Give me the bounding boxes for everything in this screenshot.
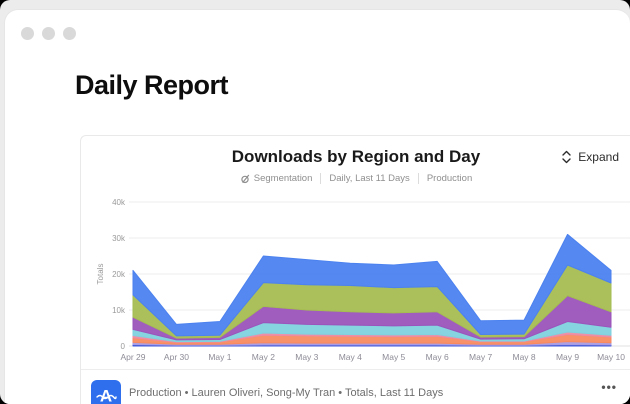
svg-text:May 4: May 4 [339,352,362,362]
window-control-dot[interactable] [63,27,76,40]
window-controls [21,27,76,40]
more-options-button[interactable]: ••• [601,380,617,394]
svg-text:May 6: May 6 [426,352,449,362]
meta-environment-label: Production [426,173,473,184]
meta-environment: Production [417,173,480,184]
svg-text:May 8: May 8 [513,352,536,362]
chart-meta-row: Segmentation Daily, Last 11 Days Product… [81,173,630,184]
svg-text:May 1: May 1 [208,352,231,362]
meta-date-range-label: Daily, Last 11 Days [329,173,410,184]
page-title: Daily Report [75,70,229,100]
svg-text:Apr 29: Apr 29 [120,352,145,362]
svg-text:May 5: May 5 [382,352,405,362]
svg-text:May 10: May 10 [597,352,625,362]
svg-text:40k: 40k [112,198,126,207]
area-layer-8-blue[interactable] [132,233,612,337]
svg-text:20k: 20k [112,270,126,279]
meta-segmentation-label: Segmentation [253,173,313,184]
stacked-area-chart[interactable]: 0 10k 20k 30k 40k Totals Apr 29 Apr 30 May 1 May … [81,191,630,371]
meta-date-range: Daily, Last 11 Days [320,173,417,184]
expand-button[interactable]: Expand [561,150,619,164]
svg-text:0: 0 [121,342,126,351]
window-control-dot[interactable] [21,27,34,40]
window-control-dot[interactable] [42,27,55,40]
svg-text:10k: 10k [112,306,126,315]
expand-label: Expand [578,150,619,164]
svg-text:May 3: May 3 [295,352,318,362]
expand-icon [562,150,571,164]
card-footer: A Production • Lauren Oliveri, Song-My T… [81,369,630,404]
svg-text:Totals: Totals [96,264,105,285]
svg-text:May 9: May 9 [556,352,579,362]
chart-area[interactable]: 0 10k 20k 30k 40k Totals Apr 29 Apr 30 May 1 May … [81,191,630,371]
chart-card: Downloads by Region and Day Segmentation… [80,135,630,404]
browser-window: Daily Report Downloads by Region and Day… [4,9,630,404]
amplitude-logo-icon: A [91,380,121,404]
svg-text:A: A [100,387,112,404]
chart-card-title: Downloads by Region and Day [231,147,481,166]
meta-segmentation: Segmentation [232,173,321,184]
svg-text:30k: 30k [112,234,126,243]
svg-text:Apr 30: Apr 30 [164,352,189,362]
segmentation-icon [241,174,250,183]
footer-source-text: Production • Lauren Oliveri, Song-My Tra… [129,387,444,399]
svg-text:May 2: May 2 [252,352,275,362]
svg-text:May 7: May 7 [469,352,492,362]
